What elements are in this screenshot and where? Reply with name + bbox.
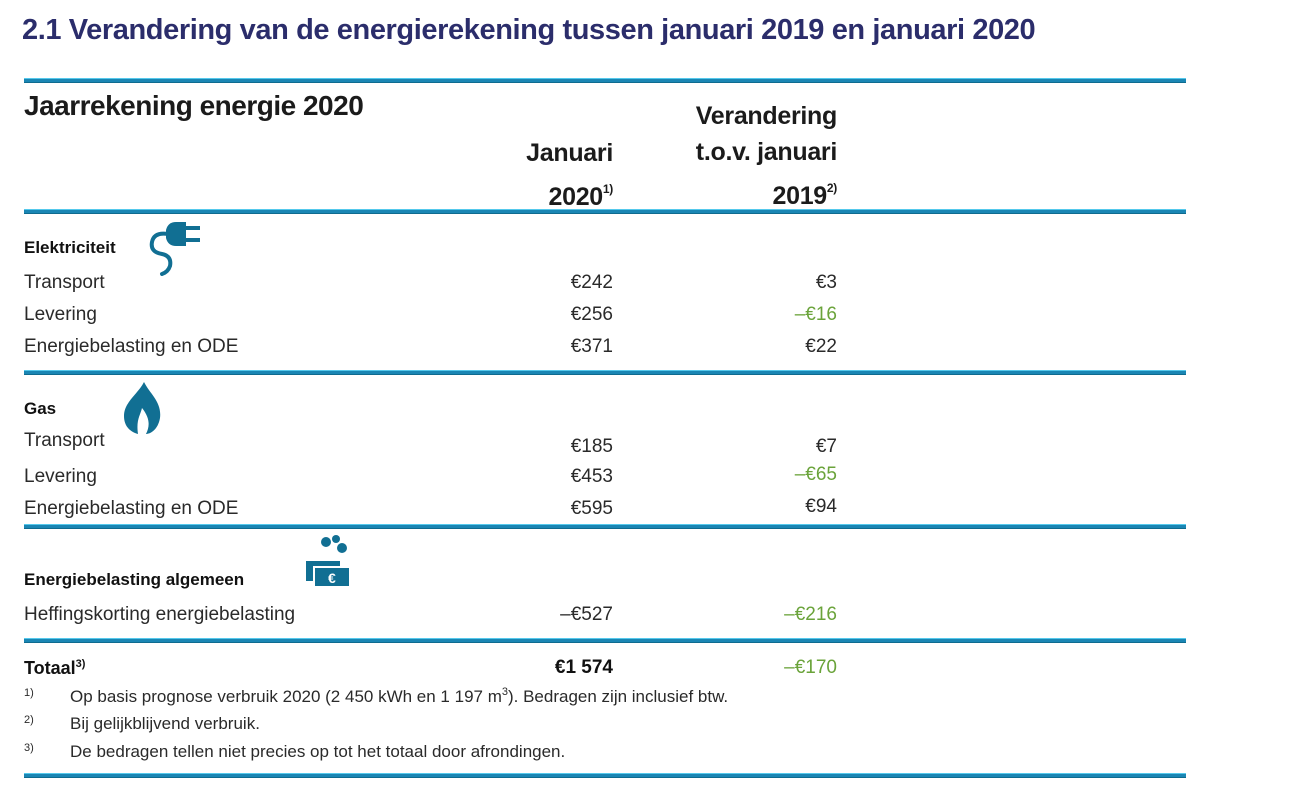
value-january-2020: €595 bbox=[570, 498, 613, 519]
total-january-2020: €1 574 bbox=[554, 657, 613, 678]
section-title-energiebelasting-algemeen: Energiebelasting algemeen bbox=[24, 570, 245, 589]
section-title-elektriciteit: Elektriciteit bbox=[24, 238, 116, 257]
footnote-text: Op basis prognose verbruik 2020 (2 450 k… bbox=[70, 687, 502, 706]
value-change: –€216 bbox=[784, 604, 837, 625]
value-change: €22 bbox=[805, 336, 837, 357]
row-label: Transport bbox=[24, 272, 105, 293]
total-label: Totaal3) bbox=[24, 658, 85, 679]
value-january-2020: €371 bbox=[570, 336, 613, 357]
total-label-text: Totaal bbox=[24, 658, 76, 678]
row-label: Energiebelasting en ODE bbox=[24, 498, 239, 519]
footnote-ref: 1) bbox=[602, 182, 613, 196]
gas-flame-icon bbox=[124, 382, 161, 434]
section-divider bbox=[24, 524, 1186, 529]
page-title: 2.1 Verandering van de energierekening t… bbox=[22, 14, 1036, 46]
value-january-2020: €242 bbox=[570, 272, 613, 293]
row-label: Heffingskorting energiebelasting bbox=[24, 604, 296, 625]
top-divider bbox=[24, 78, 1186, 83]
row-label: Levering bbox=[24, 304, 97, 325]
total-divider bbox=[24, 638, 1186, 643]
column-header-line: t.o.v. januari bbox=[695, 138, 838, 166]
euro-money-icon: € bbox=[306, 535, 351, 588]
value-change: –€16 bbox=[794, 304, 837, 325]
column-header-line: Januari bbox=[526, 139, 613, 167]
electric-plug-icon bbox=[149, 222, 200, 276]
row-label: Energiebelasting en ODE bbox=[24, 336, 239, 357]
footnote-2: 2) Bij gelijkblijvend verbruik. bbox=[24, 714, 260, 734]
column-header-january-2020: Januari 20201) bbox=[526, 135, 613, 215]
footnote-mark: 3) bbox=[24, 742, 34, 754]
value-january-2020: €453 bbox=[570, 466, 613, 487]
footnote-text: ). Bedragen zijn inclusief btw. bbox=[507, 687, 729, 706]
footnote-mark: 2) bbox=[24, 714, 34, 726]
row-label: Transport bbox=[24, 430, 105, 451]
column-header-line: 20201) bbox=[526, 171, 614, 215]
footnote-3: 3) De bedragen tellen niet precies op tot… bbox=[24, 742, 565, 762]
value-january-2020: €185 bbox=[570, 436, 613, 457]
value-change: €94 bbox=[805, 496, 837, 517]
value-january-2020: –€527 bbox=[560, 604, 613, 625]
footnote-superscript: 3 bbox=[501, 686, 508, 698]
column-header-year: 2019 bbox=[772, 182, 828, 210]
section-divider bbox=[24, 370, 1186, 375]
footnote-text: Bij gelijkblijvend verbruik. bbox=[70, 714, 260, 733]
total-change: –€170 bbox=[784, 657, 837, 678]
column-header-year: 2020 bbox=[548, 183, 604, 211]
footnote-mark: 1) bbox=[24, 687, 34, 699]
value-change: €3 bbox=[815, 272, 837, 293]
svg-text:€: € bbox=[328, 570, 336, 586]
section-title-gas: Gas bbox=[24, 399, 57, 418]
column-header-line: 20192) bbox=[696, 170, 838, 214]
value-january-2020: €256 bbox=[570, 304, 613, 325]
value-change: –€65 bbox=[794, 464, 837, 485]
row-label: Levering bbox=[24, 466, 97, 487]
header-divider bbox=[24, 209, 1186, 214]
footnote-1: 1) Op basis prognose verbruik 2020 (2 450… bbox=[24, 686, 728, 707]
footnote-ref: 3) bbox=[75, 658, 86, 670]
footnote-text: De bedragen tellen niet precies op tot h… bbox=[70, 742, 566, 761]
footnote-ref: 2) bbox=[826, 181, 837, 195]
column-header-change: Verandering t.o.v. januari 20192) bbox=[695, 98, 838, 214]
column-header-line: Verandering bbox=[695, 102, 838, 130]
value-change: €7 bbox=[815, 436, 837, 457]
bottom-divider bbox=[24, 773, 1186, 778]
table-title: Jaarrekening energie 2020 bbox=[24, 90, 364, 121]
